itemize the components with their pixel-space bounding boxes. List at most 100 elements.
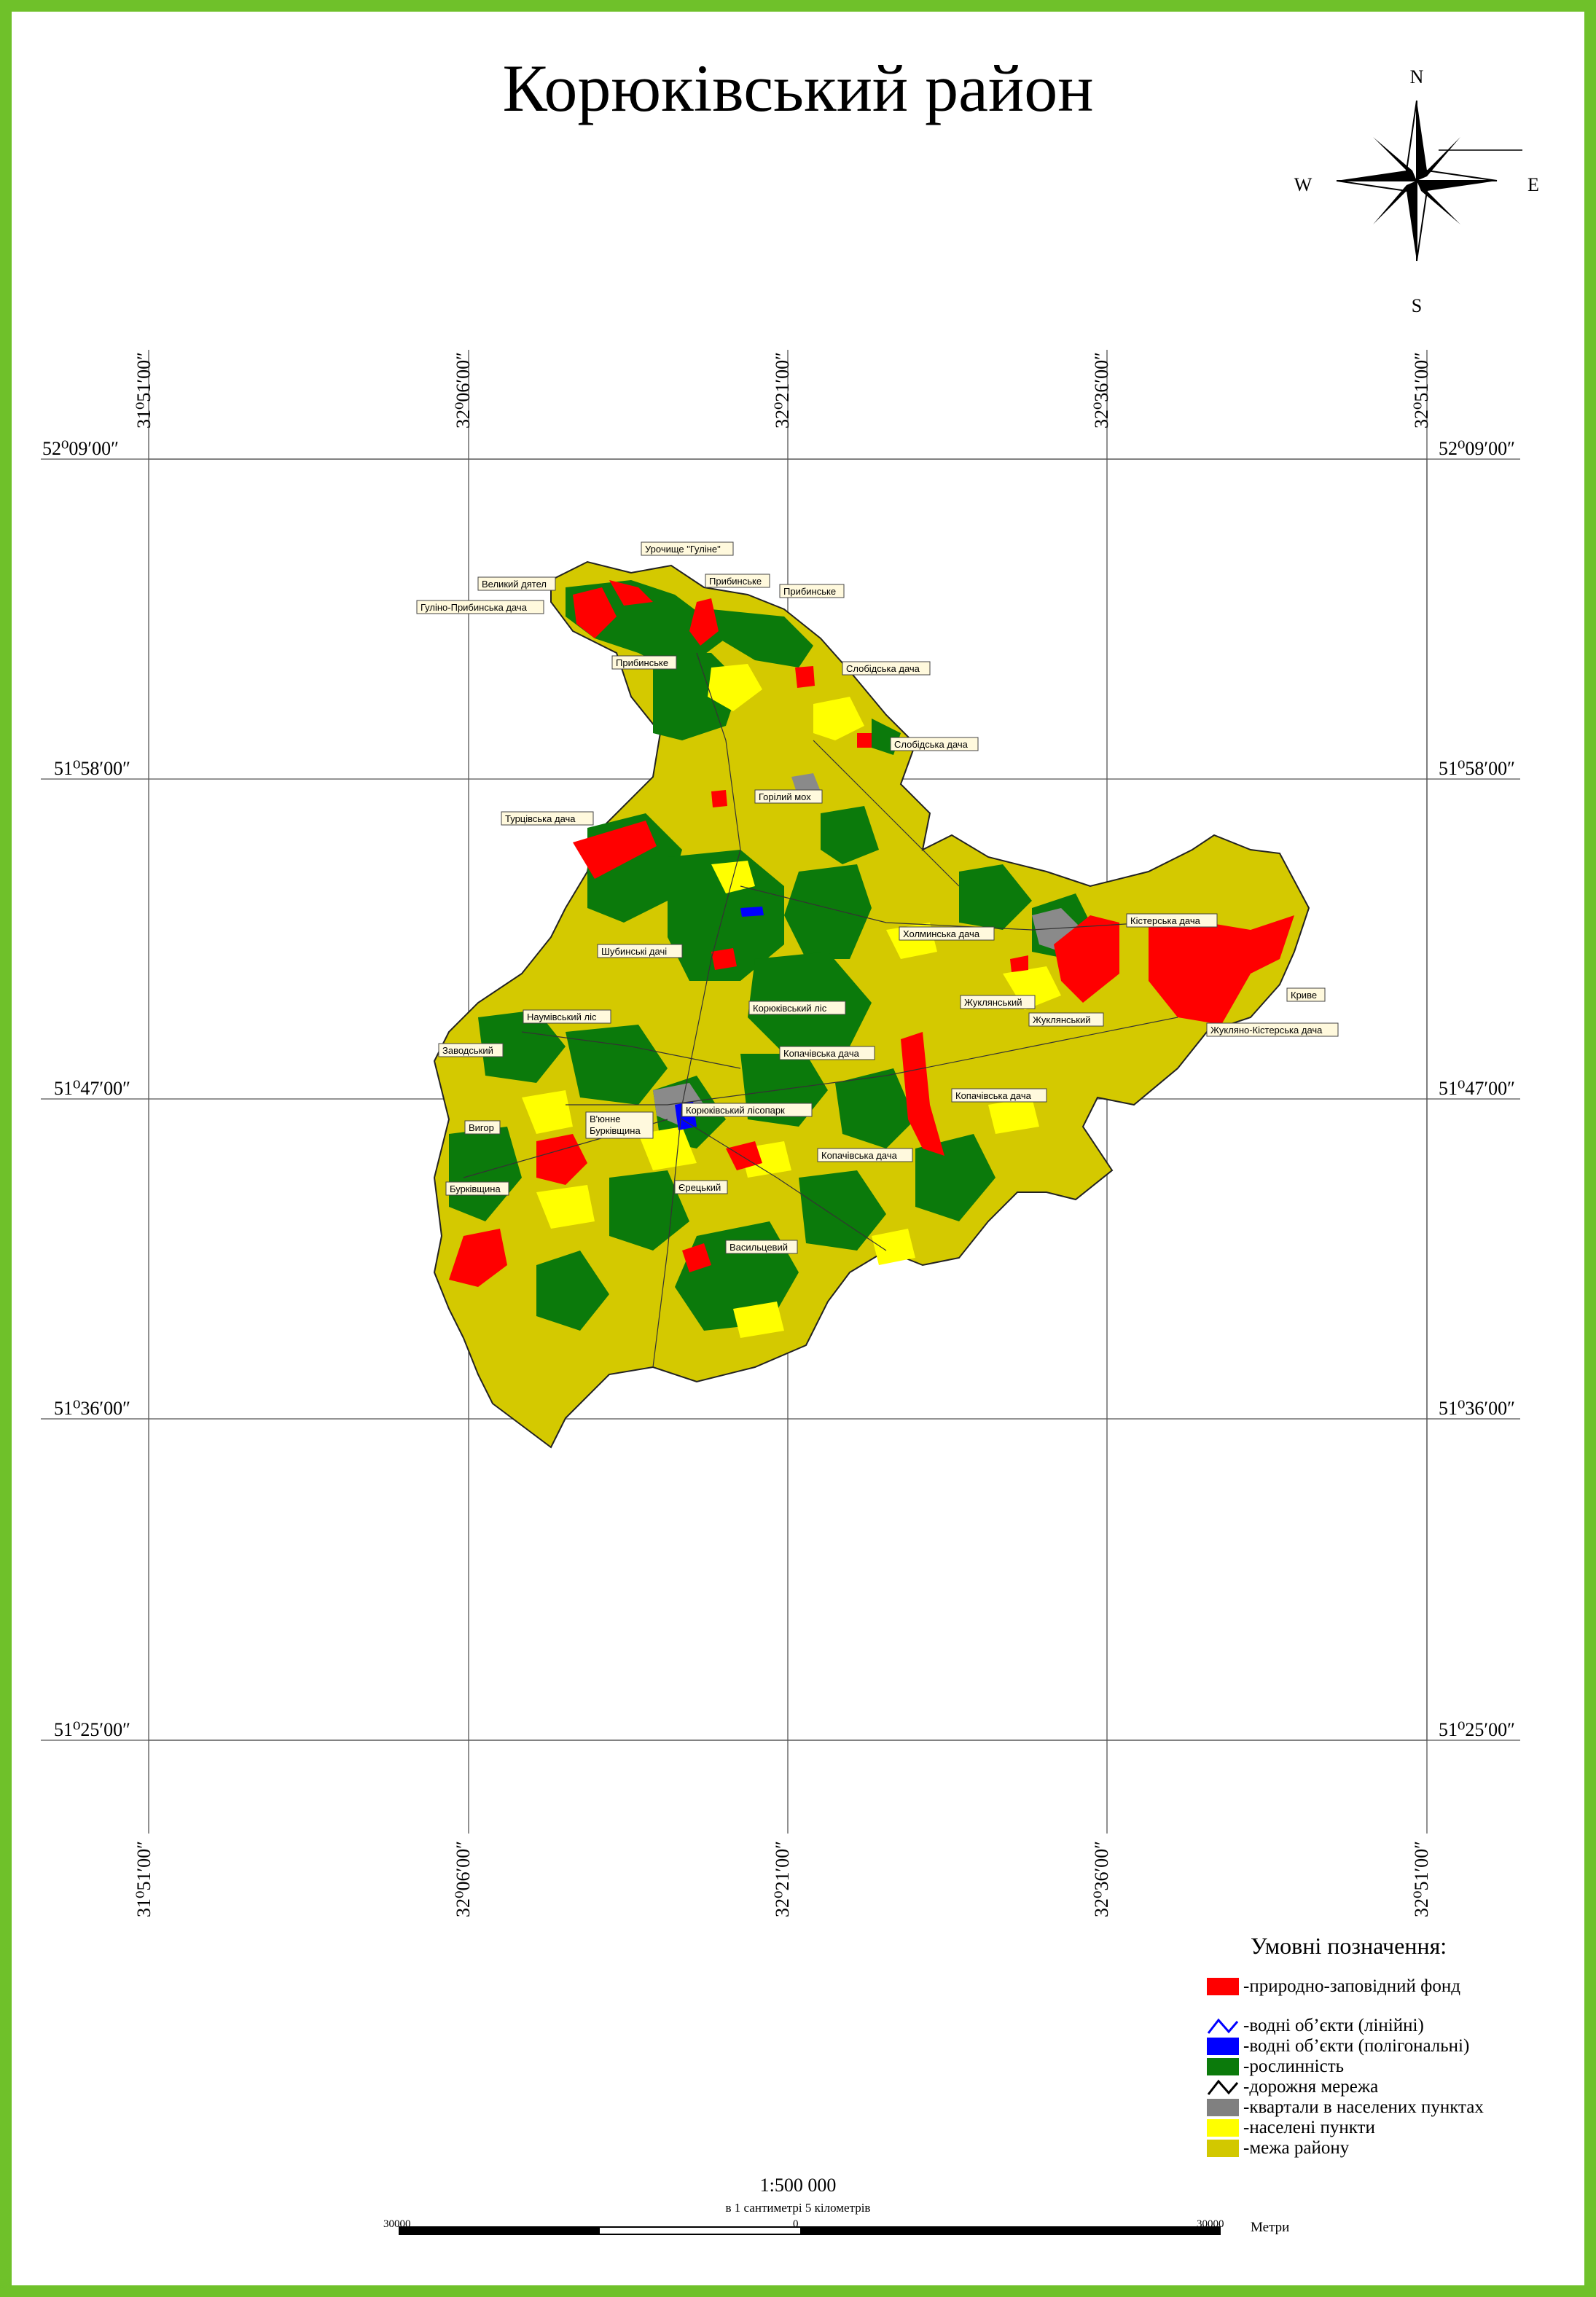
legend-title: Умовні позначення: <box>1251 1933 1447 1959</box>
lat-left-2: 51⁰58′00″ <box>54 758 130 779</box>
place-label: Слобідська дача <box>890 737 979 751</box>
legend-swatch-reserve <box>1207 1978 1239 1995</box>
svg-text:Турцівська дача: Турцівська дача <box>505 813 576 824</box>
place-label: Копачівська дача <box>779 1046 875 1060</box>
svg-text:Жукляно-Кістерська дача: Жукляно-Кістерська дача <box>1210 1025 1323 1036</box>
place-label: Копачівська дача <box>951 1088 1047 1103</box>
top-longitude-labels: 31⁰51′00″ 32⁰06′00″ 32⁰21′00″ 32⁰36′00″ … <box>133 352 1432 429</box>
place-label: Жукляно-Кістерська дача <box>1206 1022 1339 1037</box>
map-title: Корюківський район <box>502 51 1094 125</box>
place-label: Холминська дача <box>899 926 995 941</box>
place-label: Наумівський ліс <box>523 1009 611 1024</box>
lat-right-5: 51⁰25′00″ <box>1439 1719 1515 1740</box>
place-label: Прибинське <box>779 584 845 598</box>
lon-bot-5: 32⁰51′00″ <box>1411 1841 1432 1917</box>
lon-top-5: 32⁰51′00″ <box>1411 352 1432 429</box>
lat-left-4: 51⁰36′00″ <box>54 1398 130 1419</box>
svg-text:Наумівський ліс: Наумівський ліс <box>527 1011 597 1022</box>
svg-text:Заводський: Заводський <box>442 1045 493 1056</box>
lat-right-4: 51⁰36′00″ <box>1439 1398 1515 1419</box>
svg-text:Копачівська дача: Копачівська дача <box>821 1150 898 1161</box>
svg-text:Вигор: Вигор <box>469 1122 494 1133</box>
svg-text:Бурківщина: Бурківщина <box>450 1183 501 1194</box>
legend-swatch-water-polygons <box>1207 2038 1239 2055</box>
svg-text:Прибинське: Прибинське <box>783 586 836 597</box>
legend-swatch-quarters <box>1207 2099 1239 2116</box>
district-territory <box>433 560 1310 1449</box>
svg-text:Слобідська дача: Слобідська дача <box>894 739 969 750</box>
svg-text:Корюківський лісопарк: Корюківський лісопарк <box>686 1105 785 1116</box>
svg-text:Прибинське: Прибинське <box>709 576 762 587</box>
place-label: Кістерська дача <box>1126 913 1218 928</box>
place-label: Прибинське <box>611 655 677 670</box>
legend-swatch-roads <box>1207 2079 1239 2095</box>
svg-text:Прибинське: Прибинське <box>616 657 668 668</box>
legend-swatch-water-lines <box>1207 2018 1239 2034</box>
nature-reserve-areas <box>449 580 1294 1287</box>
place-label: Васильцевий <box>725 1240 798 1254</box>
legend-swatch-boundary <box>1207 2140 1239 2157</box>
place-label: Корюківський ліс <box>748 1001 846 1015</box>
svg-text:Великий дятел: Великий дятел <box>482 579 547 590</box>
compass-e: E <box>1527 174 1539 195</box>
place-label: Прибинське <box>705 574 770 588</box>
svg-text:Урочище "Гуліне": Урочище "Гуліне" <box>645 544 721 555</box>
compass-n: N <box>1410 66 1424 87</box>
lat-right-2: 51⁰58′00″ <box>1439 758 1515 779</box>
lon-bot-4: 32⁰36′00″ <box>1091 1841 1112 1917</box>
svg-text:Гуліно-Прибинська дача: Гуліно-Прибинська дача <box>420 602 528 613</box>
svg-text:Горілий мох: Горілий мох <box>759 791 811 802</box>
scale-bar <box>399 2226 1221 2235</box>
legend-swatch-settlements <box>1207 2119 1239 2137</box>
scale-tick-right: 30000 <box>1197 2218 1224 2230</box>
svg-text:Бурківщина: Бурківщина <box>590 1125 641 1136</box>
lat-left-3: 51⁰47′00″ <box>54 1078 130 1099</box>
lon-top-1: 31⁰51′00″ <box>133 352 154 429</box>
svg-text:Копачівська дача: Копачівська дача <box>955 1090 1032 1101</box>
place-label: Єрецький <box>674 1180 728 1194</box>
svg-text:Жуклянський: Жуклянський <box>1033 1014 1090 1025</box>
place-label: Гуліно-Прибинська дача <box>416 600 544 614</box>
lat-left-1: 52⁰09′00″ <box>42 438 119 459</box>
place-label: Вигор <box>464 1120 501 1135</box>
place-label: Шубинські дачі <box>597 944 683 958</box>
lon-bot-2: 32⁰06′00″ <box>453 1841 474 1917</box>
svg-text:Шубинські дачі: Шубинські дачі <box>601 946 667 957</box>
place-label: Великий дятел <box>477 576 556 591</box>
lat-left-5: 51⁰25′00″ <box>54 1719 130 1740</box>
svg-text:Жуклянський: Жуклянський <box>964 997 1022 1008</box>
place-label: Корюківський лісопарк <box>681 1103 813 1117</box>
scale-unit: Метри <box>1251 2220 1290 2235</box>
svg-text:Криве: Криве <box>1291 990 1317 1001</box>
latitude-labels-right: 52⁰09′00″ 51⁰58′00″ 51⁰47′00″ 51⁰36′00″ … <box>1439 438 1515 1740</box>
bottom-longitude-labels: 31⁰51′00″ 32⁰06′00″ 32⁰21′00″ 32⁰36′00″ … <box>133 1841 1432 1917</box>
legend-swatch-vegetation <box>1207 2058 1239 2075</box>
lat-right-1: 52⁰09′00″ <box>1439 438 1515 459</box>
place-label: Копачівська дача <box>817 1148 913 1162</box>
road-network <box>463 652 1178 1368</box>
place-labels: Урочище "Гуліне" Великий дятел Прибинськ… <box>416 541 1339 1254</box>
map-canvas: N S W E 31⁰51′00″ 32⁰06′00″ 32⁰21′00″ 32… <box>41 66 1539 2235</box>
scale-note: в 1 сантиметрі 5 кілометрів <box>725 2201 871 2215</box>
place-label: Урочище "Гуліне" <box>641 541 734 556</box>
place-label: Жуклянський <box>960 995 1036 1009</box>
scale-tick-zero: 0 <box>793 2218 799 2230</box>
lon-bot-1: 31⁰51′00″ <box>133 1841 154 1917</box>
compass-s: S <box>1412 295 1422 316</box>
svg-text:Кістерська дача: Кістерська дача <box>1130 915 1201 926</box>
scale-ratio: 1:500 000 <box>759 2175 837 2196</box>
svg-text:Корюківський ліс: Корюківський ліс <box>753 1003 827 1014</box>
place-label: Жуклянський <box>1028 1012 1104 1027</box>
compass-rose-icon <box>1336 100 1522 262</box>
compass-w: W <box>1294 174 1313 195</box>
place-label: Бурківщина <box>445 1181 509 1196</box>
lon-top-4: 32⁰36′00″ <box>1091 352 1112 429</box>
place-label: Горілий мох <box>754 789 823 804</box>
place-label: Слобідська дача <box>842 661 931 676</box>
settlement-areas <box>522 664 1061 1338</box>
svg-text:В'юнне: В'юнне <box>590 1114 621 1124</box>
svg-text:Єрецький: Єрецький <box>678 1182 721 1193</box>
svg-text:Копачівська дача: Копачівська дача <box>783 1048 860 1059</box>
lon-top-3: 32⁰21′00″ <box>772 352 793 429</box>
